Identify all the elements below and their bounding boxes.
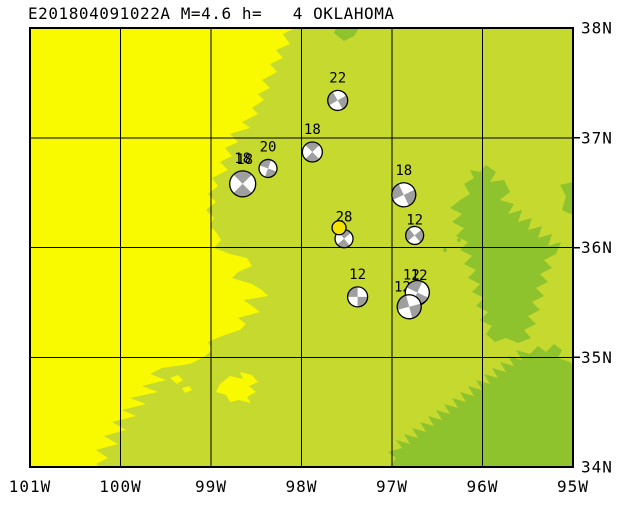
beachball-highlight-circle <box>331 220 347 236</box>
highlighted-event-ball <box>331 220 347 236</box>
event-depth-label: 12 <box>411 268 428 284</box>
terrain-yellow-speck <box>170 375 192 393</box>
latitude-label: 34N <box>581 458 613 477</box>
event-depth-label: 18 <box>395 163 412 179</box>
terrain-yellow-island <box>216 372 258 403</box>
beachball-outline <box>404 225 425 246</box>
plot-title: E201804091022A M=4.6 h= 4 OKLAHOMA <box>28 4 395 23</box>
event-depth-label: 18 <box>304 122 321 138</box>
beachball-outline <box>258 158 278 179</box>
terrain-green-speck <box>443 248 447 252</box>
beachball-compression-quadrants <box>347 286 368 307</box>
focal-mechanism-event: 18 <box>301 122 324 163</box>
beachball-compression-quadrants <box>405 228 424 243</box>
beachball <box>229 170 257 198</box>
beachball <box>396 294 422 320</box>
terrain-green-speck <box>457 238 461 242</box>
map-frame <box>29 27 574 468</box>
terrain-green-southeast-mass <box>388 344 573 467</box>
focal-mechanism-event: 12 <box>346 267 369 308</box>
longitude-label: 97W <box>376 477 408 496</box>
terrain-green-edge-patch <box>560 182 573 215</box>
event-depth-label: 18 <box>234 151 251 167</box>
beachball-compression-quadrants <box>397 295 422 319</box>
focal-mechanism-event: 12 <box>396 268 428 320</box>
event-depth-label: 12 <box>403 267 420 283</box>
event-depth-label-overprint: 18 <box>236 152 253 168</box>
longitude-label: 95W <box>557 477 589 496</box>
beachball-outline <box>229 170 257 198</box>
event-depth-label: 12 <box>349 267 366 283</box>
focal-mechanism-event: 20 <box>258 139 278 179</box>
beachball <box>404 225 425 246</box>
focal-mechanism-event <box>331 220 347 236</box>
beachball-outline <box>346 286 369 308</box>
axis-label-layer: 101W 100W 99W 98W 97W 96W 95W 38N 37N 36N 35N 34N <box>9 19 613 497</box>
latitude-label: 35N <box>581 348 613 367</box>
latitude-label: 38N <box>581 19 613 38</box>
beachball-compression-quadrants <box>406 280 429 305</box>
longitude-label: 100W <box>99 477 142 496</box>
beachball-outline <box>301 141 324 163</box>
beachball <box>258 158 278 179</box>
longitude-label: 98W <box>286 477 318 496</box>
longitude-label: 96W <box>467 477 499 496</box>
beachball-compression-quadrants <box>327 91 348 110</box>
beachball-compression-quadrants <box>259 159 277 178</box>
terrain-green-notch-top <box>334 28 359 41</box>
focal-mechanism-event: 12 <box>404 212 425 246</box>
longitude-label: 99W <box>195 477 227 496</box>
beachball-outline <box>327 89 349 112</box>
axis-tick-layer <box>574 137 580 358</box>
beachball <box>391 182 417 208</box>
beachball <box>327 89 349 112</box>
beachball-compression-quadrants <box>233 170 252 197</box>
event-depth-label: 12 <box>406 212 423 228</box>
graticule-layer <box>30 28 573 467</box>
beachball-outline <box>396 294 422 320</box>
event-depth-label: 22 <box>329 70 346 86</box>
focal-mechanism-event: 18 <box>391 163 417 208</box>
beachball <box>346 286 369 308</box>
beachball-compression-quadrants <box>305 142 320 163</box>
beachball-outline <box>391 182 417 208</box>
beachball-compression-quadrants <box>391 183 416 206</box>
terrain-green-speck <box>406 453 412 459</box>
longitude-label: 101W <box>9 477 52 496</box>
event-depth-label: 20 <box>260 139 277 155</box>
focal-mechanism-event: 22 <box>327 70 349 112</box>
terrain-green-east-mass <box>450 165 561 343</box>
latitude-label: 37N <box>581 128 613 147</box>
latitude-label: 36N <box>581 238 613 257</box>
beachball <box>301 141 324 163</box>
